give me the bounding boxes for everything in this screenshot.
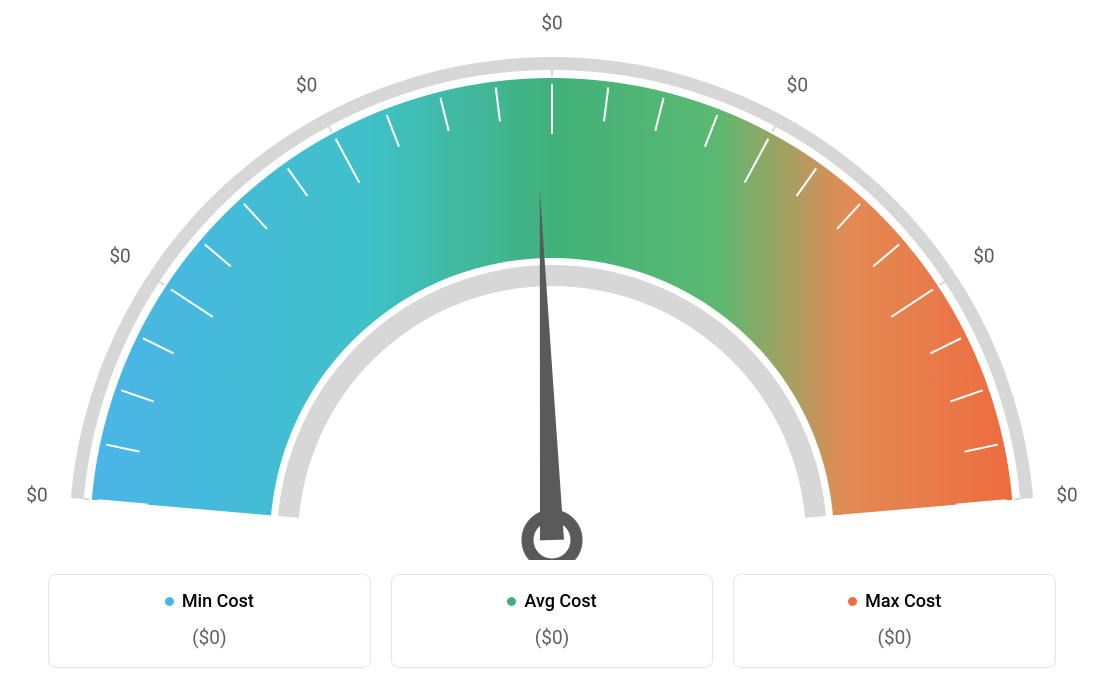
legend-title-max: Max Cost — [848, 591, 941, 612]
gauge-tick-label: $0 — [541, 12, 562, 35]
gauge-tick-label: $0 — [973, 244, 994, 267]
legend-value-avg: ($0) — [402, 626, 703, 649]
legend-title-avg: Avg Cost — [507, 591, 596, 612]
gauge-tick-label: $0 — [26, 483, 47, 506]
legend-dot-avg — [507, 597, 516, 606]
gauge-tick-label: $0 — [296, 73, 317, 96]
legend-label-min: Min Cost — [182, 591, 254, 612]
legend-card-max: Max Cost ($0) — [733, 574, 1056, 668]
legend-card-min: Min Cost ($0) — [48, 574, 371, 668]
gauge-chart: $0 $0 $0 $0 $0 $0 $0 — [0, 0, 1104, 560]
legend-value-min: ($0) — [59, 626, 360, 649]
legend-dot-max — [848, 597, 857, 606]
gauge-tick-label: $0 — [109, 244, 130, 267]
legend-label-avg: Avg Cost — [524, 591, 596, 612]
legend-value-max: ($0) — [744, 626, 1045, 649]
gauge-tick-label: $0 — [787, 73, 808, 96]
gauge-tick-label: $0 — [1056, 483, 1077, 506]
legend-title-min: Min Cost — [165, 591, 254, 612]
legend-row: Min Cost ($0) Avg Cost ($0) Max Cost ($0… — [0, 574, 1104, 690]
legend-label-max: Max Cost — [865, 591, 941, 612]
legend-dot-min — [165, 597, 174, 606]
legend-card-avg: Avg Cost ($0) — [391, 574, 714, 668]
gauge-svg — [0, 0, 1104, 560]
